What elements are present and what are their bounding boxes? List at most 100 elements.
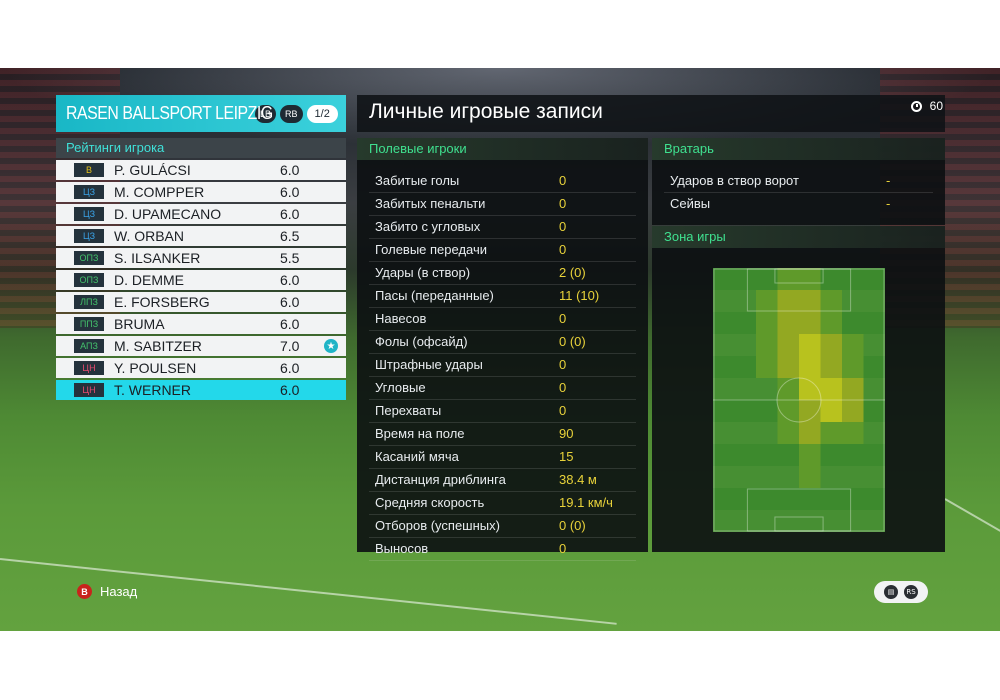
player-row[interactable]: ЦН Y. POULSEN 6.0 xyxy=(56,358,346,378)
heatmap-cell xyxy=(820,444,843,467)
stat-value: 0 xyxy=(559,173,567,188)
field-stats-list: Забитые голы 0 Забитых пенальти 0 Забито с у… xyxy=(357,170,648,561)
heatmap-cell xyxy=(842,290,864,313)
player-row[interactable]: ППЗ BRUMA 6.0 xyxy=(56,314,346,334)
stat-row: Касаний мяча 15 xyxy=(369,446,636,469)
player-row[interactable]: ЦН T. WERNER 6.0 xyxy=(56,380,346,400)
stat-row: Выносов 0 xyxy=(369,538,636,561)
position-badge: ЦН xyxy=(74,361,104,375)
stat-value: 0 xyxy=(559,311,567,326)
player-rating: 6.5 xyxy=(280,228,300,244)
gk-stat-label: Сейвы xyxy=(670,196,711,211)
player-row[interactable]: ОПЗ D. DEMME 6.0 xyxy=(56,270,346,290)
heatmap-cell xyxy=(713,268,735,291)
heatmap-cell xyxy=(756,356,778,379)
player-rating: 6.0 xyxy=(280,360,300,376)
heatmap-cell xyxy=(734,356,757,379)
stat-row: Забитых пенальти 0 xyxy=(369,193,636,216)
heatmap-cell xyxy=(799,422,821,445)
heatmap-cell xyxy=(820,334,843,357)
stat-value: 15 xyxy=(559,449,574,464)
heatmap-cell xyxy=(713,334,735,357)
heatmap-cell xyxy=(713,466,735,489)
position-badge: ЦН xyxy=(74,383,104,397)
heatmap-cell xyxy=(713,356,735,379)
player-row[interactable]: В P. GULÁCSI 6.0 xyxy=(56,160,346,180)
stat-label: Штрафные удары xyxy=(375,357,483,372)
heatmap-cell xyxy=(734,400,757,423)
stat-value: 38.4 м xyxy=(559,472,597,487)
heatmap-cell xyxy=(713,378,735,401)
gk-stat-label: Ударов в створ ворот xyxy=(670,173,799,188)
heatmap-cell xyxy=(777,334,800,357)
team-name: RASEN BALLSPORT LEIPZIG xyxy=(66,103,273,123)
player-row[interactable]: ЦЗ M. COMPPER 6.0 xyxy=(56,182,346,202)
position-badge: ЛПЗ xyxy=(74,295,104,309)
position-badge: ЦЗ xyxy=(74,207,104,221)
player-row[interactable]: ЦЗ D. UPAMECANO 6.0 xyxy=(56,204,346,224)
heatmap-cell xyxy=(756,334,778,357)
clock-icon xyxy=(910,100,922,112)
stat-label: Пасы (переданные) xyxy=(375,288,494,303)
heatmap-cell xyxy=(756,268,778,291)
position-badge: ЦЗ xyxy=(74,185,104,199)
play-zone-title: Зона игры xyxy=(652,226,945,248)
heatmap-cell xyxy=(713,444,735,467)
player-name: M. COMPPER xyxy=(114,184,205,200)
heatmap-cell xyxy=(799,444,821,467)
heatmap-cell xyxy=(820,422,843,445)
gk-stat-row: Сейвы - xyxy=(664,193,933,215)
player-row[interactable]: АПЗ M. SABITZER 7.0 ★ xyxy=(56,336,346,356)
heatmap-cell xyxy=(734,334,757,357)
player-name: T. WERNER xyxy=(114,382,191,398)
stat-label: Средняя скорость xyxy=(375,495,485,510)
pitch-line xyxy=(944,498,1000,540)
heatmap-cell xyxy=(799,510,821,532)
heatmap-cell xyxy=(777,444,800,467)
heatmap-cell xyxy=(842,400,864,423)
heatmap-cell xyxy=(820,312,843,335)
stat-row: Голевые передачи 0 xyxy=(369,239,636,262)
heatmap-cell xyxy=(734,312,757,335)
heatmap-cell xyxy=(756,488,778,511)
heatmap-cell xyxy=(777,356,800,379)
rb-button-icon[interactable]: RB xyxy=(280,104,303,123)
chat-toggle-button[interactable]: ▤ RS xyxy=(874,581,928,603)
position-badge: ППЗ xyxy=(74,317,104,331)
player-row[interactable]: ОПЗ S. ILSANKER 5.5 xyxy=(56,248,346,268)
heatmap-cell xyxy=(863,488,885,511)
player-rating: 7.0 xyxy=(280,338,300,354)
heatmap-cell xyxy=(799,466,821,489)
heatmap-cell xyxy=(863,510,885,532)
back-button[interactable]: B Назад xyxy=(77,584,137,599)
b-button-icon: B xyxy=(77,584,92,599)
heatmap-cell xyxy=(799,378,821,401)
pitch-marking xyxy=(713,268,885,532)
stat-label: Дистанция дриблинга xyxy=(375,472,506,487)
heatmap-cell xyxy=(863,268,885,291)
heatmap-cell xyxy=(756,312,778,335)
stat-value: 0 (0) xyxy=(559,518,586,533)
player-row[interactable]: ЦЗ W. ORBAN 6.5 xyxy=(56,226,346,246)
star-icon: ★ xyxy=(324,339,338,353)
lb-button-icon[interactable]: LB xyxy=(255,104,277,123)
stat-value: 11 (10) xyxy=(559,288,600,303)
player-name: D. UPAMECANO xyxy=(114,206,222,222)
gk-stat-row: Ударов в створ ворот - xyxy=(664,170,933,193)
heatmap-cell xyxy=(756,466,778,489)
player-rating: 6.0 xyxy=(280,382,300,398)
heatmap-cell xyxy=(713,312,735,335)
heatmap-cell xyxy=(756,290,778,313)
player-row[interactable]: ЛПЗ E. FORSBERG 6.0 xyxy=(56,292,346,312)
pitch-marking xyxy=(774,516,824,532)
player-rating: 5.5 xyxy=(280,250,300,266)
heatmap-cell xyxy=(777,290,800,313)
heatmap-cell xyxy=(734,378,757,401)
stat-value: 0 xyxy=(559,541,567,556)
heatmap-cell xyxy=(777,400,800,423)
heatmap-cell xyxy=(842,356,864,379)
heatmap-cell xyxy=(734,510,757,532)
heatmap-cell xyxy=(756,422,778,445)
page-indicator: 1/2 xyxy=(306,104,338,123)
heatmap-cell xyxy=(863,290,885,313)
